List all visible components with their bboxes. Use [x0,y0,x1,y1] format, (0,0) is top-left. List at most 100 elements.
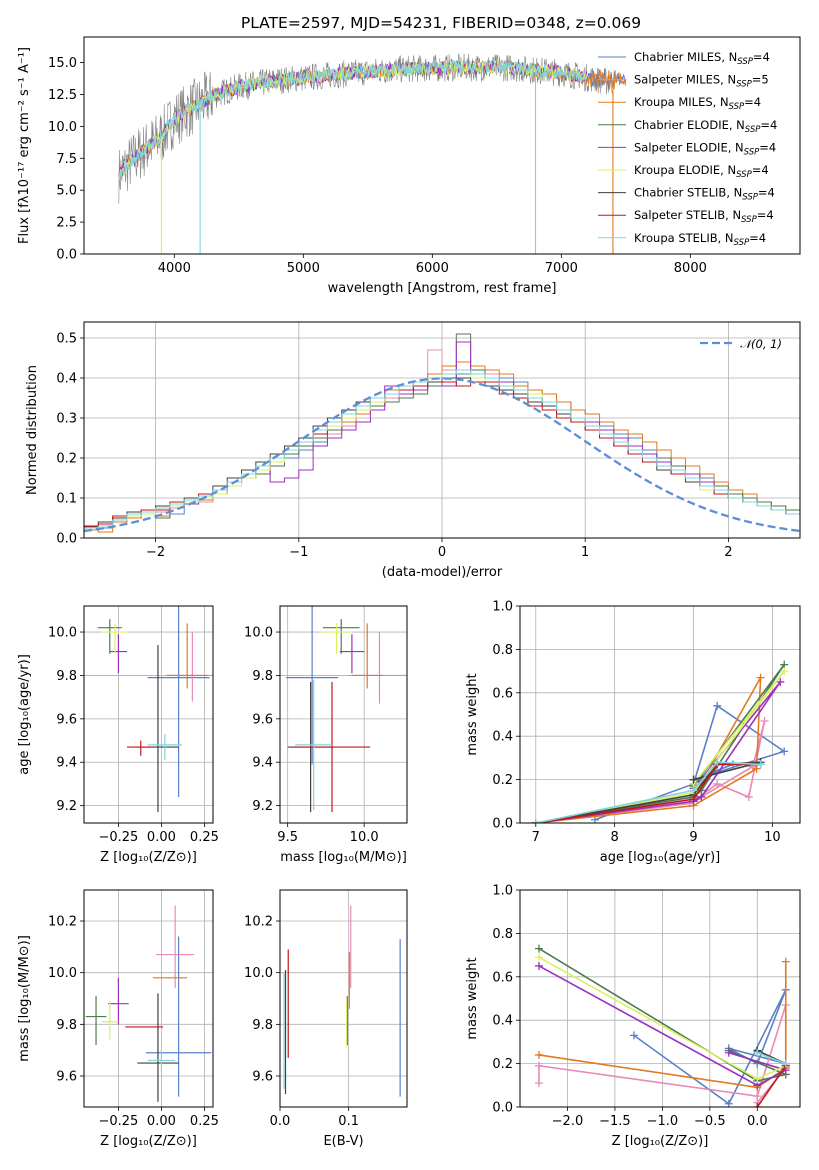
y-tick-label: 0.4 [56,372,77,387]
gaussian-curve [84,377,800,533]
x-tick-label: 0.1 [338,1114,359,1129]
y-tick-label: 9.2 [56,799,77,814]
errorbar-point [293,681,371,813]
y-tick-label: 9.4 [56,756,77,771]
axes-frame [83,889,214,1108]
chart-mass-vs-z: −0.25 0.00 0.25 9.6 9.8 10.0 10.2 Z [log₁₀(Z/Z⊙… [17,889,219,1149]
errorbar-point [348,632,407,704]
legend-label: Kroupa MILES, NSSP=4 [634,95,761,112]
x-tick-label: 0.25 [190,1114,219,1129]
y-axis-label: Normed distribution [25,365,40,495]
model-spectrum-line [118,60,588,182]
errorbar-point [156,905,195,989]
errorbar-point [97,619,122,654]
y-tick-label: 10.0 [48,120,77,135]
errorbar-point [127,740,155,756]
x-tick-label: 9 [689,830,697,845]
plus-marker [752,764,761,773]
series-line [535,761,761,823]
y-tick-label: 7.5 [56,152,77,167]
plus-marker [756,760,765,769]
residuals-legend: 𝒩(0, 1) [700,337,782,351]
plus-marker [753,1048,762,1057]
legend-label: Salpeter ELODIE, NSSP=4 [634,140,776,157]
x-tick-label: 0.0 [747,1114,768,1129]
spectrum-data [118,53,627,254]
y-tick-label: 9.8 [252,1018,273,1033]
errorbar-point [101,1001,119,1040]
errorbar-point [145,936,212,1097]
observed-spectrum-line [118,53,613,204]
x-tick-label: 4000 [158,261,191,276]
chart-residuals: −2 −1 0 1 2 0.0 0.1 0.2 0.3 0.4 0.5 (data-model)/er… [25,321,801,580]
plus-marker [756,673,765,682]
plus-marker [780,747,789,756]
x-tick-label: −0.5 [694,1114,726,1129]
x-axis-label: Z [log₁₀(Z/Z⊙)] [100,850,197,865]
legend-entry: Kroupa MILES, NSSP=4 [598,95,761,112]
errorbar-point [321,623,352,654]
y-tick-label: 0.0 [492,1101,513,1116]
y-tick-label: 0.4 [492,730,513,745]
legend-label: Chabrier ELODIE, NSSP=4 [634,118,777,135]
y-tick-label: 0.4 [492,1014,513,1029]
chart-massweight-vs-age: 7 8 9 10 0.0 0.2 0.4 0.6 0.8 1.0 age [log₁₀(age/yr… [465,600,801,865]
x-tick-label: 0.0 [270,1114,291,1129]
legend-entry: Chabrier ELODIE, NSSP=4 [598,118,777,135]
errorbar-point [137,993,179,1102]
y-tick-label: 10.0 [244,626,273,641]
x-tick-label: −2 [146,545,165,560]
legend-entry: Chabrier MILES, NSSP=4 [598,50,770,67]
x-tick-label: 2 [724,545,732,560]
plus-marker [534,1079,543,1088]
x-tick-label: 0.00 [147,1114,176,1129]
x-tick-label: 0.00 [147,830,176,845]
x-axis-label: mass [log₁₀(M/M⊙)] [280,850,407,865]
x-tick-label: 8 [611,830,619,845]
axes-frame [83,605,214,824]
x-tick-label: 0.25 [190,830,219,845]
errorbar-point [286,606,339,765]
series-line [538,965,788,1087]
y-tick-label: 10.0 [48,626,77,641]
x-tick-label: 7000 [545,261,578,276]
y-tick-label: 0.0 [56,248,77,263]
y-tick-label: 9.6 [56,712,77,727]
x-axis-label: E(B-V) [323,1134,363,1149]
chart-spectrum: 4000 5000 6000 7000 8000 0.0 2.5 5.0 7.5 10.0 12.5… [17,36,801,296]
series-line [757,1052,787,1065]
plus-marker [753,1103,762,1107]
chart-massweight-vs-z: −2.0 −1.5 −1.0 −0.5 0.0 0.0 0.2 0.4 0.6 0.8 1.0 Z [… [465,884,801,1149]
massweight-vs-age-data [531,660,789,823]
y-tick-label: 12.5 [48,88,77,103]
y-tick-label: 0.6 [492,686,513,701]
x-axis-label: age [log₁₀(age/yr)] [600,850,721,865]
legend-label: Chabrier MILES, NSSP=4 [634,50,770,67]
errorbar-point [147,1050,176,1071]
axes-frame [519,889,801,1108]
errorbar-point [147,606,210,797]
errorbar-point [147,734,183,761]
y-tick-label: 0.0 [56,532,77,547]
legend-entry: Chabrier STELIB, NSSP=4 [598,186,775,203]
figure-title: PLATE=2597, MJD=54231, FIBERID=0348, z=0… [241,14,641,32]
x-tick-label: 6000 [416,261,449,276]
model-spectrum-line [118,60,627,182]
axes-frame [83,36,801,255]
legend-entry: Salpeter STELIB, NSSP=4 [598,208,774,225]
x-tick-label: −0.25 [98,1114,138,1129]
massweight-vs-z-data [534,944,790,1107]
y-tick-label: 9.6 [252,712,273,727]
axes-frame [83,321,801,539]
chart-age-vs-z: −0.25 0.00 0.25 9.2 9.4 9.6 9.8 10.0 Z [log₁₀(Z/… [17,605,219,865]
errorbar-point [322,619,360,654]
errorbar-point [137,645,179,813]
y-axis-label: mass [log₁₀(M/M⊙)] [17,935,32,1062]
y-tick-label: 10.2 [48,915,77,930]
x-tick-label: 7 [532,830,540,845]
y-tick-label: 9.8 [252,669,273,684]
legend-entry: Salpeter MILES, NSSP=5 [598,73,769,90]
errorbar-point [351,623,383,689]
y-tick-label: 1.0 [492,884,513,899]
